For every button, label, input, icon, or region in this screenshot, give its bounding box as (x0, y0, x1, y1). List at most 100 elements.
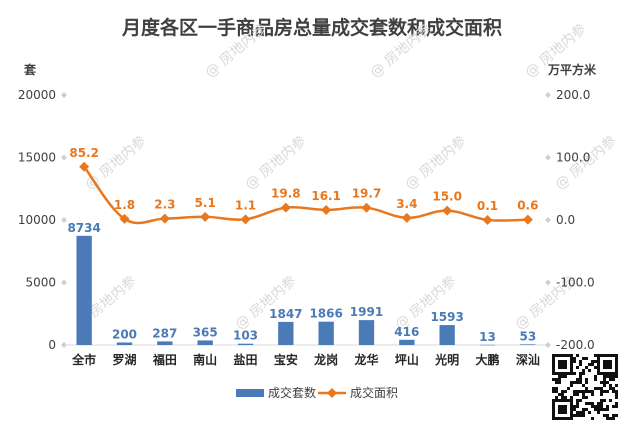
qr-finder-center (603, 360, 612, 369)
line-point (159, 213, 170, 224)
right-tick-label: 0.0 (556, 213, 575, 227)
qr-module (570, 396, 573, 399)
legend-line-label: 成交面积 (350, 385, 398, 400)
qr-module (591, 390, 594, 393)
bar (278, 321, 294, 345)
category-label: 罗湖 (112, 352, 136, 367)
qr-module (579, 381, 582, 384)
qr-module (591, 405, 594, 408)
category-label: 全市 (71, 352, 96, 367)
qr-module (573, 408, 576, 411)
line-point (79, 161, 90, 172)
qr-module (603, 414, 606, 417)
line-point (482, 214, 493, 225)
qr-module (600, 405, 603, 408)
line-data-label: 2.3 (154, 198, 175, 212)
qr-module (582, 414, 585, 417)
qr-module (555, 390, 558, 393)
category-label: 大鹏 (475, 352, 499, 367)
qr-module (591, 402, 594, 405)
qr-module (591, 393, 594, 396)
qr-module (609, 375, 612, 378)
left-axis: 0 5000 10000 15000 20000 (18, 88, 548, 352)
qr-module (597, 402, 600, 405)
qr-module (588, 402, 591, 405)
right-tick-mark (545, 342, 551, 348)
right-tick-mark (545, 92, 551, 98)
qr-module (570, 381, 573, 384)
right-tick-label: -200.0 (556, 338, 595, 352)
qr-module (603, 381, 606, 384)
bar-data-label: 53 (519, 329, 536, 343)
right-tick-mark (545, 217, 551, 223)
qr-module (564, 396, 567, 399)
line-point (321, 204, 332, 215)
category-label: 深汕 (516, 352, 540, 367)
right-tick-label: -100.0 (556, 276, 595, 290)
qr-module (582, 357, 585, 360)
category-label: 南山 (193, 352, 217, 367)
bar-data-label: 1593 (430, 310, 463, 324)
line-data-label: 15.0 (432, 190, 462, 204)
line-data-label: 3.4 (396, 197, 417, 211)
bar (116, 342, 133, 345)
qr-module (561, 396, 564, 399)
qr-module (606, 375, 609, 378)
bar-data-label: 8734 (67, 221, 100, 235)
bar-data-label: 287 (152, 326, 177, 340)
qr-module (594, 387, 597, 390)
qr-module (582, 384, 585, 387)
qr-module (585, 396, 588, 399)
qr-module (552, 378, 555, 381)
qr-module (579, 399, 582, 402)
qr-module (552, 387, 555, 390)
line-data-label: 16.1 (311, 189, 341, 203)
left-tick-label: 15000 (18, 151, 56, 165)
line-data-label: 0.6 (517, 199, 538, 213)
qr-module (585, 402, 588, 405)
qr-module (591, 363, 594, 366)
qr-module (579, 372, 582, 375)
qr-module (576, 405, 579, 408)
qr-code-icon (550, 352, 620, 422)
qr-module (615, 390, 618, 393)
qr-module (606, 405, 609, 408)
qr-module (564, 375, 567, 378)
qr-module (603, 378, 606, 381)
qr-module (594, 408, 597, 411)
qr-module (555, 396, 558, 399)
qr-module (558, 378, 561, 381)
qr-module (576, 378, 579, 381)
qr-module (600, 393, 603, 396)
qr-module (585, 357, 588, 360)
qr-module (600, 399, 603, 402)
qr-module (582, 408, 585, 411)
qr-module (594, 405, 597, 408)
qr-module (582, 393, 585, 396)
qr-module (612, 417, 615, 420)
qr-module (603, 384, 606, 387)
qr-module (585, 381, 588, 384)
bar (157, 341, 173, 345)
line-data-label: 19.8 (271, 187, 301, 201)
qr-module (573, 360, 576, 363)
qr-module (612, 378, 615, 381)
qr-module (573, 414, 576, 417)
qr-module (615, 402, 618, 405)
left-tick-mark (61, 217, 67, 223)
line-data-label: 5.1 (195, 196, 216, 210)
legend-line-marker (327, 388, 337, 398)
qr-module (603, 399, 606, 402)
qr-module (594, 378, 597, 381)
qr-module (573, 393, 576, 396)
qr-module (612, 375, 615, 378)
qr-module (558, 393, 561, 396)
qr-module (582, 369, 585, 372)
qr-module (612, 414, 615, 417)
line-point (119, 213, 130, 224)
left-tick-label: 10000 (18, 213, 56, 227)
legend-bar-label: 成交套数 (268, 385, 316, 400)
left-tick-mark (61, 154, 67, 161)
line-point (280, 202, 291, 213)
